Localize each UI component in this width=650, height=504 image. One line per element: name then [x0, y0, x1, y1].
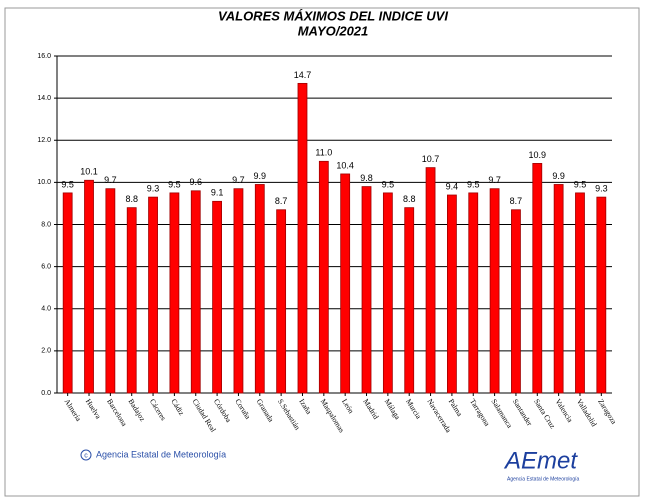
copyright-c: c — [84, 452, 88, 459]
bar — [233, 188, 244, 394]
value-label: 11.0 — [315, 148, 332, 158]
x-tick-label: Tarragona — [468, 397, 492, 428]
bar — [553, 184, 564, 394]
footer-credit: Agencia Estatal de Meteorología — [96, 449, 226, 459]
bar — [404, 207, 415, 394]
x-tick-label: Cáceres — [148, 397, 168, 422]
y-tick-label: 14.0 — [37, 95, 51, 102]
value-label: 9.5 — [168, 179, 181, 189]
x-tick-label: Izaña — [297, 397, 314, 416]
value-label: 9.9 — [254, 171, 267, 181]
bar — [575, 192, 585, 394]
value-label: 9.7 — [104, 175, 117, 185]
x-tick-label: Barcelona — [105, 397, 129, 428]
value-label: 9.1 — [211, 188, 224, 198]
y-tick-label: 2.0 — [41, 348, 51, 355]
bar — [212, 200, 222, 394]
value-label: 9.7 — [488, 175, 501, 185]
copyright-icon — [80, 449, 92, 461]
x-tick-label: Coruña — [233, 397, 253, 421]
y-tick-label: 12.0 — [37, 137, 51, 144]
chart-subtitle: MAYO/2021 — [298, 23, 369, 38]
bar — [62, 192, 73, 394]
value-label: 8.8 — [403, 194, 416, 204]
bar — [148, 196, 158, 394]
bar — [468, 192, 479, 394]
bar — [276, 209, 287, 394]
bar — [511, 209, 521, 394]
value-label: 9.8 — [360, 173, 373, 183]
value-label: 9.5 — [467, 179, 480, 189]
y-tick-label: 0.0 — [41, 390, 51, 397]
value-label: 9.5 — [382, 179, 395, 189]
x-tick-label: Málaga — [383, 397, 403, 421]
x-tick-label: Huelva — [84, 397, 103, 421]
value-label: 9.6 — [189, 177, 202, 187]
bar — [596, 196, 607, 394]
value-label: 8.7 — [275, 196, 288, 206]
x-tick-label: Murcia — [404, 397, 423, 421]
value-label: 10.7 — [422, 154, 440, 164]
x-tick-label: Madrid — [361, 397, 380, 421]
bar — [532, 163, 543, 394]
y-tick-label: 10.0 — [37, 179, 51, 186]
bar — [447, 194, 457, 394]
value-label: 9.9 — [552, 171, 565, 181]
bar — [489, 188, 500, 394]
x-tick-label: Palma — [447, 397, 465, 418]
bar — [425, 167, 436, 394]
value-label: 10.9 — [529, 150, 547, 160]
x-tick-label: Salamanca — [489, 397, 514, 430]
logo-caption: Agencia Estatal de Meteorología — [507, 476, 579, 482]
x-tick-label: Zaragoza — [596, 397, 619, 426]
bar — [318, 160, 329, 394]
y-tick-label: 4.0 — [41, 306, 51, 313]
value-label: 9.3 — [595, 183, 608, 193]
bar — [126, 207, 137, 394]
x-tick-label: Córdoba — [212, 397, 234, 424]
bar — [361, 186, 372, 394]
value-label: 9.5 — [574, 179, 587, 189]
x-tick-label: Valladolid — [575, 397, 599, 428]
frame — [4, 7, 640, 497]
y-tick-label: 16.0 — [37, 53, 51, 60]
y-tick-label: 6.0 — [41, 263, 51, 270]
bar — [340, 173, 351, 394]
bar — [297, 82, 308, 394]
value-label: 9.4 — [446, 181, 459, 191]
value-label: 10.1 — [80, 167, 98, 177]
value-label: 10.4 — [336, 160, 354, 170]
bar — [190, 190, 201, 394]
x-tick-label: Badajoz — [127, 397, 148, 423]
chart-title: VALORES MÁXIMOS DEL INDICE UVI — [218, 8, 448, 23]
y-tick-label: 8.0 — [41, 221, 51, 228]
x-tick-label: León — [340, 397, 356, 415]
value-label: 8.7 — [510, 196, 523, 206]
bar — [105, 188, 116, 394]
bar — [254, 184, 265, 394]
value-label: 9.5 — [61, 179, 74, 189]
x-tick-label: Valencia — [553, 397, 575, 424]
bar — [84, 179, 94, 394]
value-label: 9.7 — [232, 175, 245, 185]
value-label: 8.8 — [125, 194, 138, 204]
bar — [169, 192, 180, 394]
value-label: 9.3 — [147, 183, 160, 193]
x-tick-label: Cádiz — [169, 397, 186, 417]
x-tick-label: Almería — [63, 397, 84, 423]
x-tick-label: Granada — [255, 397, 276, 424]
logo: AEmet — [503, 447, 578, 474]
value-label: 14.7 — [294, 70, 312, 80]
bar — [382, 192, 393, 394]
